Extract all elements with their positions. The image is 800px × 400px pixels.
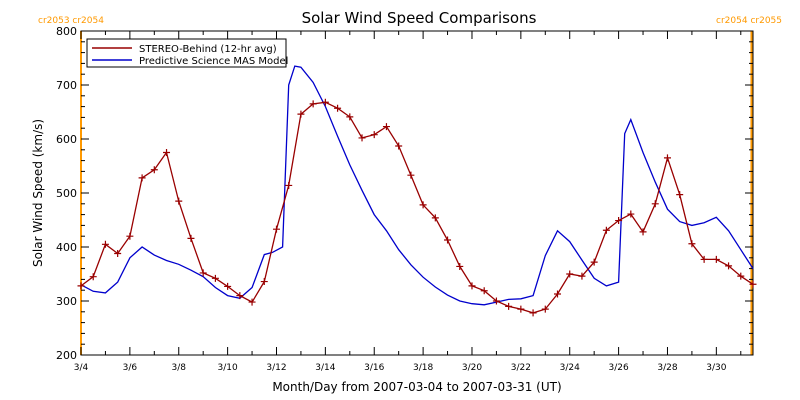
data-point-stereo [688, 240, 696, 248]
data-point-stereo [150, 166, 158, 174]
y-tick-label: 800 [56, 25, 77, 38]
data-point-stereo [346, 113, 354, 121]
x-tick-label: 3/28 [657, 363, 677, 373]
data-point-stereo [737, 272, 745, 280]
series-line-stereo [80, 101, 754, 314]
data-point-stereo [468, 282, 476, 290]
data-point-stereo [126, 232, 134, 240]
data-point-stereo [407, 171, 415, 179]
data-point-stereo [260, 278, 268, 286]
data-point-stereo [505, 302, 513, 310]
data-point-stereo [334, 104, 342, 112]
x-tick-label: 3/12 [266, 363, 286, 373]
data-point-stereo [272, 225, 280, 233]
y-tick-label: 600 [56, 133, 77, 146]
data-point-stereo [370, 131, 378, 139]
data-point-stereo [175, 197, 183, 205]
x-tick-label: 3/10 [218, 363, 238, 373]
data-point-stereo [602, 226, 610, 234]
data-point-stereo [639, 228, 647, 236]
data-point-stereo [395, 142, 403, 150]
data-point-stereo [297, 110, 305, 118]
data-point-stereo [248, 298, 256, 306]
y-axis-ticks: 200 300 400 500 600 700 800 [56, 25, 753, 362]
data-point-stereo [431, 214, 439, 222]
x-tick-label: 3/30 [706, 363, 726, 373]
data-point-stereo [358, 134, 366, 142]
data-point-stereo [700, 255, 708, 263]
data-point-stereo [590, 258, 598, 266]
data-point-stereo [77, 282, 85, 290]
data-point-stereo [236, 292, 244, 300]
data-point-stereo [309, 100, 317, 108]
data-point-stereo [114, 249, 122, 257]
x-tick-label: 3/24 [560, 363, 580, 373]
data-point-stereo [211, 274, 219, 282]
data-point-stereo [566, 270, 574, 278]
data-point-stereo [321, 98, 329, 106]
data-point-stereo [444, 236, 452, 244]
data-point-stereo [382, 123, 390, 131]
rotation-label-right: cr2054 cr2055 [716, 16, 782, 26]
data-point-stereo [541, 305, 549, 313]
y-tick-label: 700 [56, 79, 77, 92]
legend: STEREO-Behind (12-hr avg) Predictive Sci… [86, 38, 288, 68]
data-point-stereo [480, 287, 488, 295]
x-tick-label: 3/26 [608, 363, 628, 373]
data-point-stereo [224, 282, 232, 290]
data-point-stereo [163, 149, 171, 156]
legend-label-stereo: STEREO-Behind (12-hr avg) [139, 44, 277, 55]
data-point-stereo [578, 272, 586, 280]
data-point-stereo [749, 280, 757, 288]
x-tick-label: 3/6 [123, 363, 138, 373]
x-tick-label: 3/18 [413, 363, 433, 373]
y-tick-label: 200 [56, 349, 77, 362]
x-axis-ticks: 3/4 3/6 3/8 3/10 3/12 3/14 3/16 3/18 3/20 3/22 3/2… [74, 31, 742, 373]
data-point-stereo [615, 217, 623, 225]
series-line-mas-model [80, 65, 754, 306]
data-point-stereo [712, 255, 720, 263]
data-point-stereo [554, 290, 562, 298]
x-tick-label: 3/14 [315, 363, 335, 373]
x-tick-label: 3/8 [172, 363, 187, 373]
chart-title: Solar Wind Speed Comparisons [302, 9, 537, 27]
data-point-stereo [627, 210, 635, 218]
x-tick-label: 3/4 [74, 363, 89, 373]
data-point-stereo [651, 200, 659, 208]
data-point-stereo [725, 262, 733, 270]
data-point-stereo [529, 309, 537, 317]
rotation-label-left: cr2053 cr2054 [38, 16, 104, 26]
y-tick-label: 300 [56, 295, 77, 308]
data-point-stereo [138, 174, 146, 182]
data-point-stereo [89, 273, 97, 281]
data-point-stereo [187, 234, 195, 242]
x-tick-label: 3/16 [364, 363, 384, 373]
series-layer [77, 65, 757, 317]
x-tick-label: 3/20 [462, 363, 482, 373]
data-point-stereo [285, 181, 293, 189]
y-axis-label: Solar Wind Speed (km/s) [31, 119, 45, 267]
x-tick-label: 3/22 [511, 363, 531, 373]
legend-label-mas-model: Predictive Science MAS Model [139, 56, 288, 67]
data-point-stereo [492, 297, 500, 305]
y-tick-label: 500 [56, 187, 77, 200]
legend-box [86, 38, 287, 68]
data-point-stereo [663, 154, 671, 162]
data-point-stereo [517, 305, 525, 313]
x-axis-label: Month/Day from 2007-03-04 to 2007-03-31 … [272, 380, 561, 394]
y-tick-label: 400 [56, 241, 77, 254]
data-point-stereo [676, 191, 684, 199]
data-point-stereo [101, 240, 109, 248]
data-point-stereo [419, 201, 427, 209]
data-point-stereo [456, 262, 464, 270]
data-point-stereo [199, 269, 207, 277]
